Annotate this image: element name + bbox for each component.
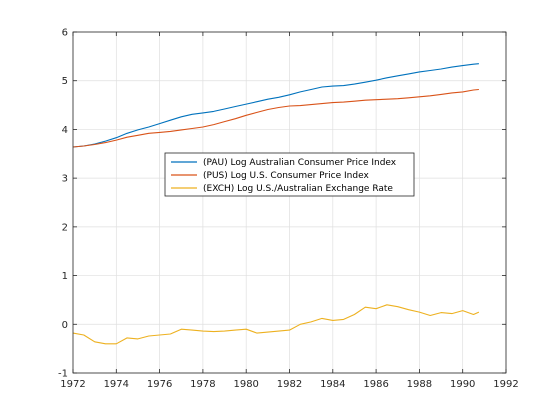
x-tick-label: 1992 bbox=[493, 379, 518, 390]
x-tick-label: 1974 bbox=[104, 379, 129, 390]
y-tick-label: 0 bbox=[62, 320, 68, 331]
legend: (PAU) Log Australian Consumer Price Inde… bbox=[164, 152, 415, 197]
y-tick-label: -1 bbox=[58, 369, 68, 380]
legend-box bbox=[164, 152, 415, 197]
series-line-1 bbox=[72, 63, 479, 148]
series-layer bbox=[72, 63, 480, 345]
y-tick-label: 4 bbox=[62, 125, 68, 136]
x-tick-label: 1986 bbox=[363, 379, 388, 390]
series-line-3 bbox=[72, 304, 480, 345]
legend-label-2: (PUS) Log U.S. Consumer Price Index bbox=[203, 171, 369, 181]
x-tick-label: 1988 bbox=[407, 379, 432, 390]
y-tick-label: 3 bbox=[62, 174, 68, 185]
x-tick-label: 1978 bbox=[190, 379, 215, 390]
x-tick-label: 1980 bbox=[233, 379, 258, 390]
x-tick-label: 1982 bbox=[277, 379, 302, 390]
x-tick-label: 1976 bbox=[147, 379, 172, 390]
x-tick-label: 1990 bbox=[450, 379, 475, 390]
y-tick-label: 1 bbox=[62, 271, 68, 282]
tick-labels: 1972 1974 1976 1978 1980 1982 1984 1986 1988 1990… bbox=[58, 28, 519, 391]
x-tick-label: 1972 bbox=[60, 379, 85, 390]
ticks bbox=[72, 31, 507, 374]
x-tick-label: 1984 bbox=[320, 379, 345, 390]
y-tick-label: 5 bbox=[62, 76, 68, 87]
legend-label-3: (EXCH) Log U.S./Australian Exchange Rate bbox=[203, 184, 393, 194]
legend-label-1: (PAU) Log Australian Consumer Price Inde… bbox=[203, 158, 397, 168]
series-line-2 bbox=[72, 88, 479, 148]
y-tick-label: 2 bbox=[62, 222, 68, 233]
y-tick-label: 6 bbox=[62, 28, 68, 39]
